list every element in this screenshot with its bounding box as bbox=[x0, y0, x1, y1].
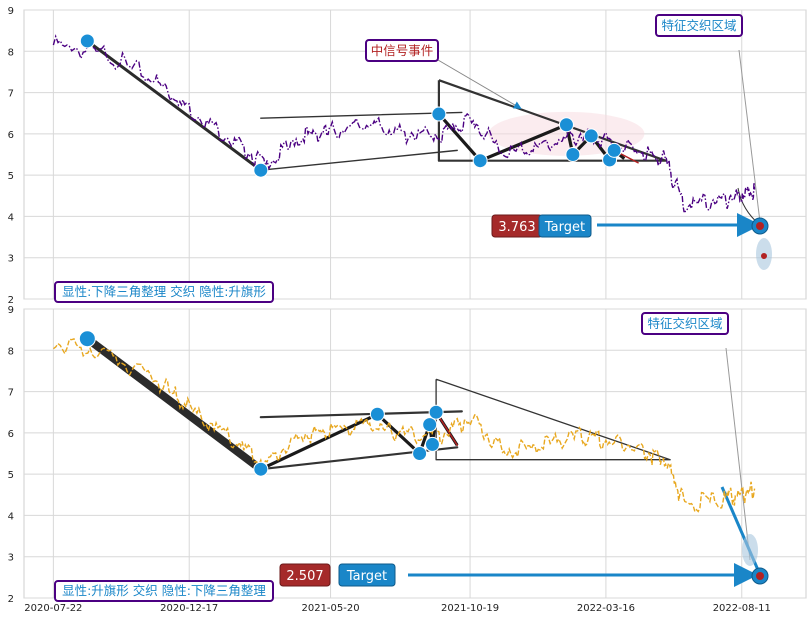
target-zone-bottom bbox=[742, 534, 758, 566]
pivot-point bbox=[431, 106, 447, 122]
target-badge-top-text: Target bbox=[544, 220, 585, 235]
pivot-point bbox=[369, 406, 385, 422]
y-tick-label: 3 bbox=[8, 254, 14, 265]
pivot-point bbox=[424, 436, 440, 452]
pivot-point bbox=[565, 147, 581, 162]
y-tick-label: 9 bbox=[8, 305, 14, 316]
pivot-point bbox=[422, 417, 438, 433]
price-series-line bbox=[52, 338, 756, 514]
flag-upper-line bbox=[260, 111, 463, 119]
pattern-label-top: 显性:下降三角整理 交织 隐性:升旗形 bbox=[54, 281, 274, 303]
target-dot-top bbox=[761, 253, 767, 259]
y-tick-label: 8 bbox=[8, 346, 14, 357]
x-tick-label: 2022-03-16 bbox=[577, 603, 635, 614]
target-marker-top-core bbox=[756, 222, 764, 230]
x-tick-label: 2021-10-19 bbox=[441, 603, 499, 614]
target-badge-top: Target bbox=[538, 214, 592, 238]
zone-callout-top-text: 特征交织区域 bbox=[661, 18, 736, 33]
x-tick-label: 2020-07-22 bbox=[24, 603, 82, 614]
y-tick-label: 3 bbox=[8, 553, 14, 564]
zone-callout-top: 特征交织区域 bbox=[655, 14, 743, 37]
target-badge-bottom: Target bbox=[338, 563, 396, 587]
x-tick-label: 2020-12-17 bbox=[160, 603, 218, 614]
y-tick-label: 2 bbox=[8, 594, 14, 605]
pattern-label-bottom-text: 显性:升旗形 交织 隐性:下降三角整理 bbox=[62, 583, 266, 598]
pivot-point bbox=[428, 404, 444, 420]
pivot-point bbox=[253, 162, 269, 178]
y-tick-label: 2 bbox=[8, 295, 14, 306]
event-highlight-area bbox=[488, 111, 645, 156]
event-callout-text: 中信号事件 bbox=[371, 43, 434, 58]
event-arrow bbox=[437, 59, 522, 110]
y-tick-label: 6 bbox=[8, 130, 14, 141]
pattern-label-top-text: 显性:下降三角整理 交织 隐性:升旗形 bbox=[62, 284, 266, 299]
zone-arrow-bottom bbox=[725, 347, 751, 561]
flag-lower-line bbox=[260, 149, 458, 171]
pivot-point bbox=[472, 153, 488, 169]
y-tick-label: 9 bbox=[8, 6, 14, 17]
y-tick-label: 5 bbox=[8, 171, 14, 182]
value-badge-bottom: 2.507 bbox=[279, 563, 331, 587]
pivot-point bbox=[412, 446, 428, 461]
value-badge-bottom-text: 2.507 bbox=[286, 569, 323, 584]
zone-callout-bottom-text: 特征交织区域 bbox=[647, 316, 722, 331]
target-marker-bottom-core bbox=[756, 572, 764, 580]
target-badge-bottom-text: Target bbox=[346, 569, 387, 584]
flag-upper-line bbox=[259, 410, 463, 419]
pivot-point bbox=[606, 142, 622, 158]
zone-arrow-top bbox=[738, 49, 761, 223]
x-tick-label: 2021-05-20 bbox=[301, 603, 359, 614]
price-series-line bbox=[52, 34, 756, 213]
y-tick-label: 8 bbox=[8, 47, 14, 58]
y-tick-label: 4 bbox=[8, 212, 14, 223]
value-badge-top-text: 3.763 bbox=[498, 220, 535, 235]
y-tick-label: 4 bbox=[8, 511, 14, 522]
y-tick-label: 6 bbox=[8, 429, 14, 440]
pivot-point bbox=[558, 117, 574, 133]
pivot-point bbox=[583, 128, 599, 144]
y-tick-label: 7 bbox=[8, 89, 14, 100]
pivot-point bbox=[79, 33, 95, 49]
x-tick-label: 2022-08-11 bbox=[713, 603, 771, 614]
pivot-point bbox=[253, 461, 269, 477]
y-tick-label: 5 bbox=[8, 470, 14, 481]
value-badge-top: 3.763 bbox=[491, 214, 543, 238]
y-tick-label: 7 bbox=[8, 388, 14, 399]
zone-callout-bottom: 特征交织区域 bbox=[641, 312, 729, 335]
pivot-point bbox=[78, 330, 96, 348]
pattern-label-bottom: 显性:升旗形 交织 隐性:下降三角整理 bbox=[54, 580, 274, 602]
downtrend-line bbox=[85, 39, 263, 172]
event-callout: 中信号事件 bbox=[365, 39, 439, 62]
